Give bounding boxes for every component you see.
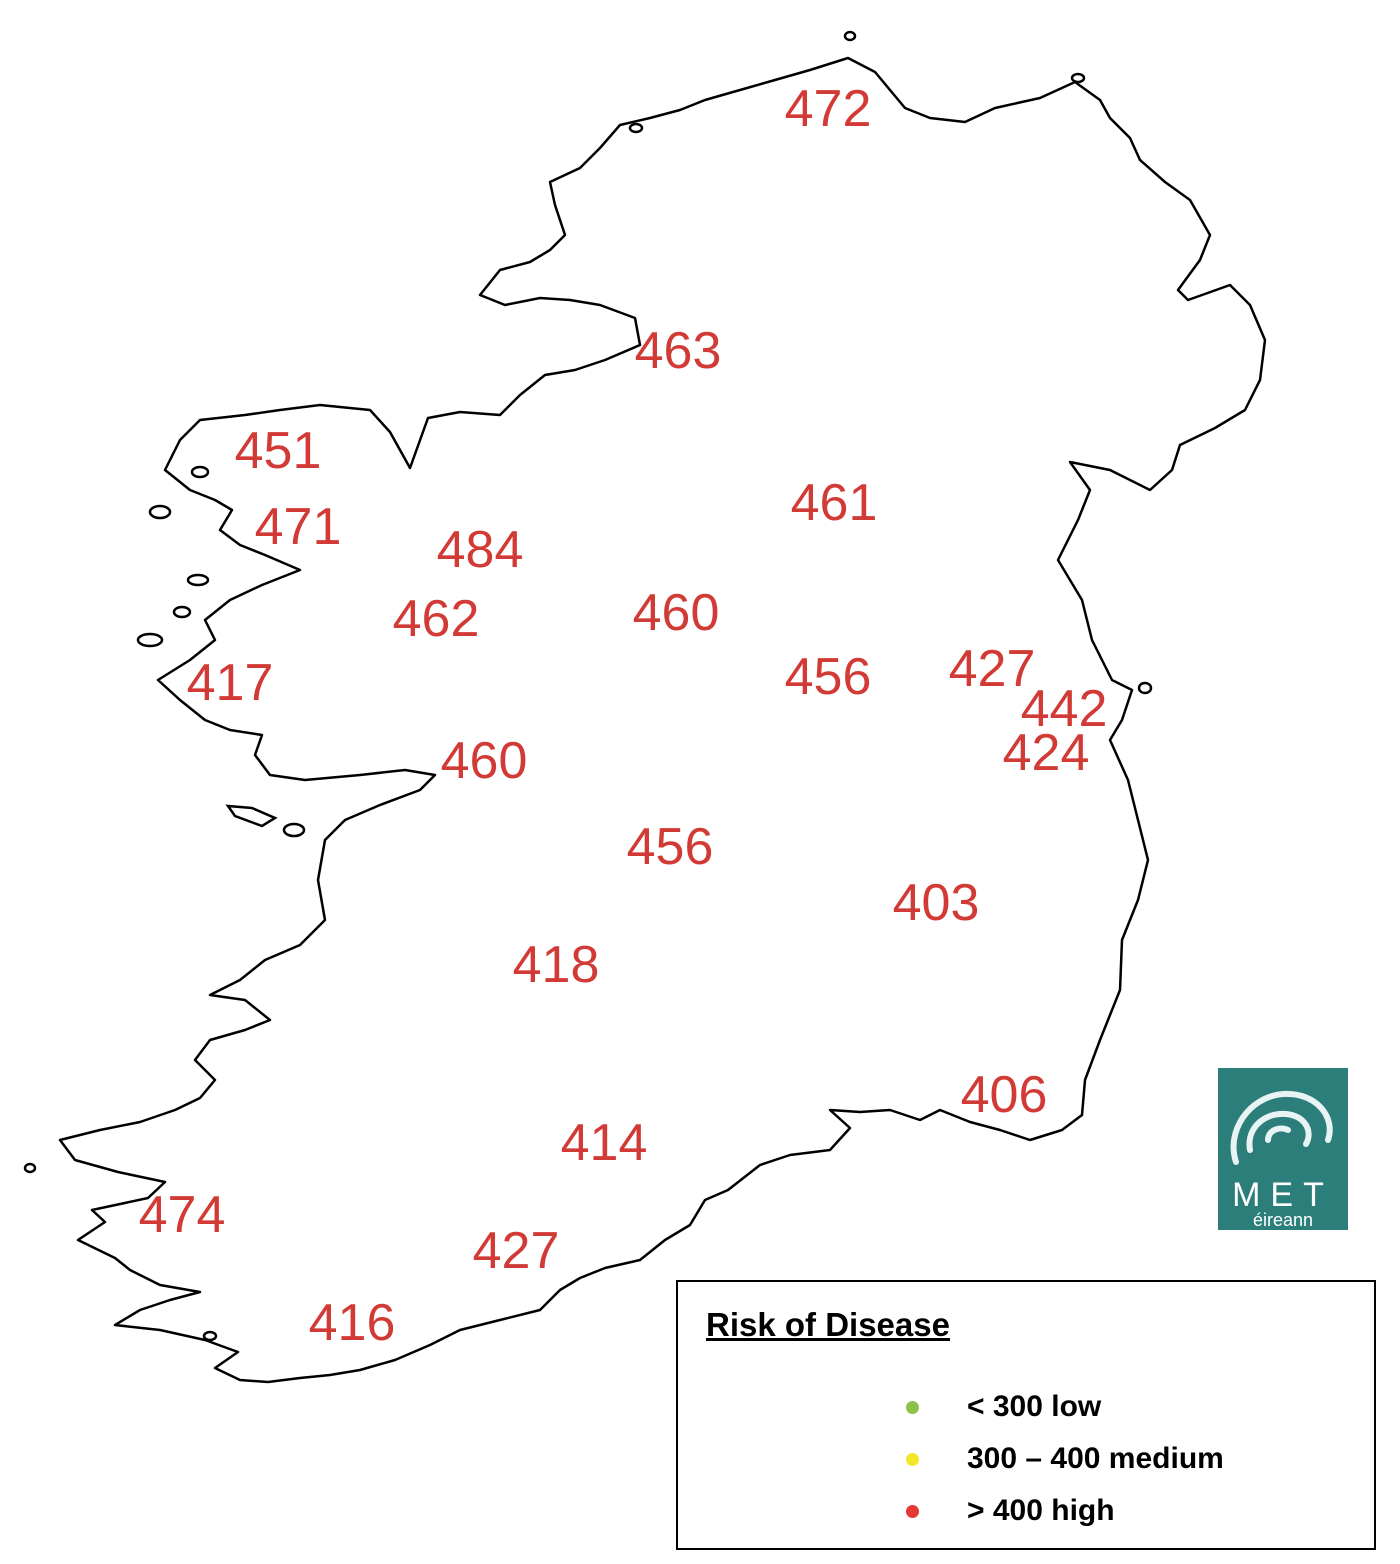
station-value: 427	[473, 1222, 560, 1280]
offshore-islands	[23, 30, 1153, 1342]
station-value: 442	[1021, 680, 1108, 738]
station-value: 427	[949, 640, 1036, 698]
swirl-icon	[1230, 1090, 1333, 1165]
legend-title: Risk of Disease	[706, 1306, 950, 1343]
station-value: 460	[633, 584, 720, 642]
station-value: 460	[441, 732, 528, 790]
logo-sub: éireann	[1252, 1210, 1314, 1230]
station-value: 471	[255, 498, 342, 556]
met-eireann-logo: MET éireann	[1218, 1068, 1348, 1230]
station-value: 474	[139, 1186, 226, 1244]
station-value: 424	[1003, 724, 1090, 782]
legend-dot-medium	[906, 1452, 919, 1466]
station-value: 456	[785, 648, 872, 706]
legend-item-medium: 300 – 400 medium	[906, 1442, 1224, 1476]
station-value: 417	[187, 654, 274, 712]
legend-dot-high	[906, 1504, 919, 1518]
legend-label-medium: 300 – 400 medium	[967, 1442, 1224, 1475]
legend-label-high: > 400 high	[967, 1494, 1115, 1527]
station-value: 456	[627, 818, 714, 876]
legend-item-low: < 300 low	[906, 1390, 1101, 1424]
station-value: 406	[961, 1066, 1048, 1124]
logo-brand: MET	[1232, 1176, 1334, 1214]
legend: Risk of Disease < 300 low 300 – 400 medi…	[676, 1280, 1376, 1550]
ireland-coastline	[58, 56, 1267, 1384]
legend-label-low: < 300 low	[967, 1390, 1102, 1423]
station-value: 484	[437, 521, 524, 579]
station-value: 462	[393, 590, 480, 648]
station-value: 414	[561, 1114, 648, 1172]
station-value: 472	[785, 80, 872, 138]
station-value: 461	[791, 474, 878, 532]
legend-item-high: > 400 high	[906, 1494, 1115, 1528]
legend-dot-low	[906, 1400, 919, 1414]
station-value: 403	[893, 874, 980, 932]
station-value: 418	[513, 936, 600, 994]
station-value: 416	[309, 1294, 396, 1352]
station-value: 451	[235, 422, 322, 480]
station-value: 463	[635, 322, 722, 380]
